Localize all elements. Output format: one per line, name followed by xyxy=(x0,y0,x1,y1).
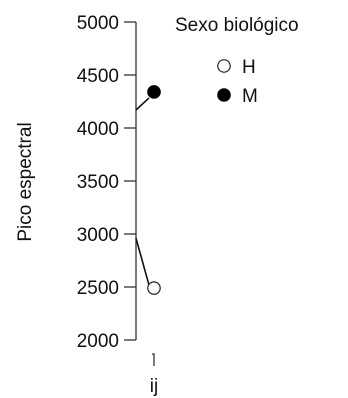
legend-label-M: M xyxy=(242,86,258,107)
data-point-M xyxy=(147,85,161,99)
y-tick-label: 4000 xyxy=(77,119,119,140)
legend-label-H: H xyxy=(242,57,256,78)
y-tick-label: 5000 xyxy=(77,13,119,34)
legend-marker-H xyxy=(217,59,231,73)
y-tick-label: 3000 xyxy=(77,225,119,246)
y-axis: 2000 2500 3000 3500 4000 4500 5000 xyxy=(77,13,137,352)
legend-title: Sexo biológico xyxy=(175,15,299,36)
legend: Sexo biológico HM xyxy=(175,15,299,107)
y-tick-label: 2500 xyxy=(77,278,119,299)
legend-marker-M xyxy=(217,88,231,102)
x-tick-label: ĳ xyxy=(150,376,158,397)
point-connector-H xyxy=(135,238,150,286)
x-axis-line xyxy=(152,353,155,366)
x-axis: ĳ xyxy=(150,353,158,397)
y-axis-title: Pico espectral xyxy=(15,122,36,241)
data-point-H xyxy=(147,281,161,295)
y-tick-label: 2000 xyxy=(77,331,119,352)
y-tick-label: 3500 xyxy=(77,172,119,193)
plot-marks xyxy=(135,85,161,295)
point-connector-M xyxy=(135,97,150,111)
y-tick-label: 4500 xyxy=(77,66,119,87)
